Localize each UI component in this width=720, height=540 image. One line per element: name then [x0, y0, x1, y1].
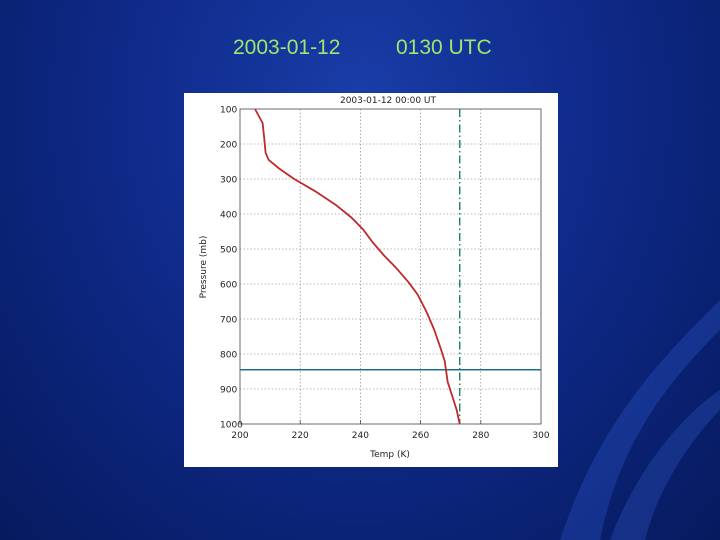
slide-title-time: 0130 UTC: [396, 36, 492, 59]
y-tick-labels: 100 200 300 400 500 600 700 800 900 1000: [220, 106, 243, 431]
y-tick-label: 200: [220, 141, 237, 151]
sounding-figure: 2003-01-12 00:00 UT 200 220 240 260 280 300 1…: [184, 93, 558, 467]
sounding-chart: 2003-01-12 00:00 UT 200 220 240 260 280 300 1…: [199, 96, 550, 460]
y-tick-label: 600: [220, 281, 237, 291]
y-axis-label: Pressure (mb): [199, 236, 209, 299]
grid: [240, 109, 541, 424]
temperature-profile-line: [254, 108, 461, 425]
y-tick-label: 500: [220, 246, 237, 256]
slide-title: 2003-01-12 0130 UTC: [0, 36, 720, 66]
y-tick-label: 800: [220, 351, 237, 361]
y-tick-label: 900: [220, 386, 237, 396]
x-axis-label: Temp (K): [369, 450, 410, 460]
x-tick-label: 220: [292, 431, 309, 441]
slide-title-date: 2003-01-12: [233, 36, 341, 59]
x-tick-label: 280: [472, 431, 489, 441]
series-layer: [254, 108, 461, 425]
annotations: [240, 109, 541, 424]
x-tick-label: 240: [352, 431, 369, 441]
y-tick-label: 400: [220, 211, 237, 221]
y-tick-label: 1000: [220, 421, 243, 431]
x-tick-labels: 200 220 240 260 280 300: [231, 431, 549, 441]
x-tick-label: 260: [412, 431, 429, 441]
y-tick-label: 300: [220, 176, 237, 186]
plot-frame: [239, 108, 542, 425]
chart-title: 2003-01-12 00:00 UT: [340, 96, 437, 106]
x-tick-label: 300: [532, 431, 549, 441]
y-tick-label: 700: [220, 316, 237, 326]
y-tick-label: 100: [220, 106, 237, 116]
x-tick-label: 200: [231, 431, 248, 441]
